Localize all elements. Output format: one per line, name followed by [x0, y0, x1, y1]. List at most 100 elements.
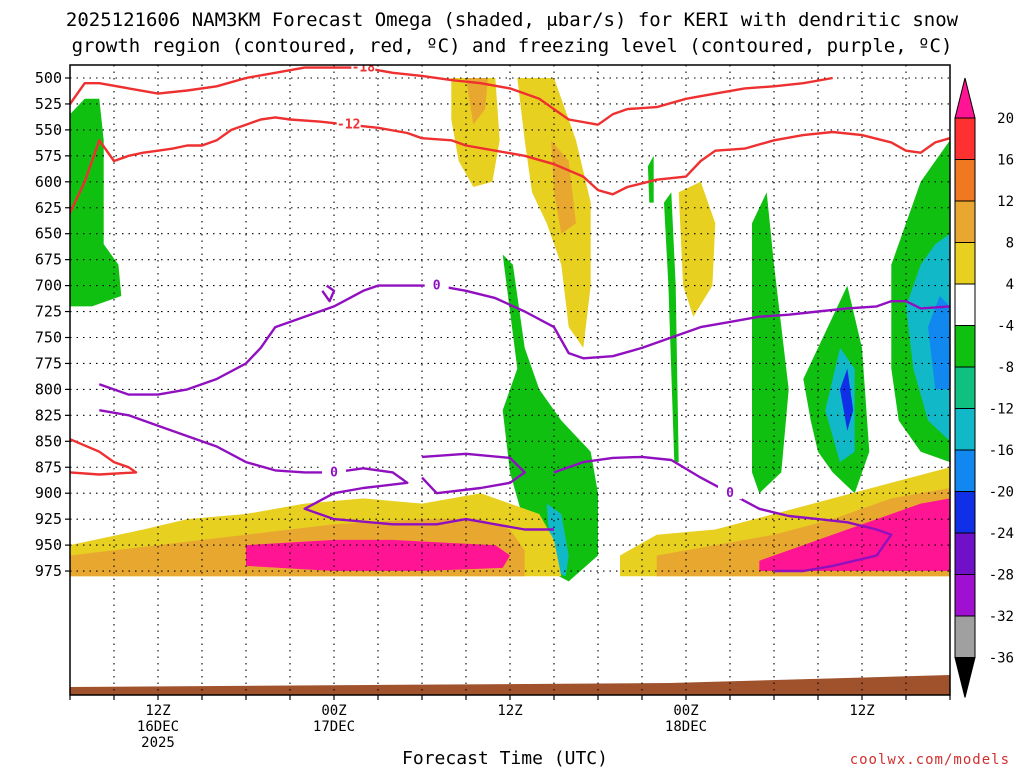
y-tick-label: 675 [35, 251, 62, 269]
colorbar-swatch [954, 532, 976, 575]
x-tick-label: 18DEC [665, 719, 707, 735]
contour-freezing-level [98, 284, 950, 396]
y-tick-label: 625 [35, 199, 62, 217]
omega-region-rising-thin-strip-18dec [647, 155, 654, 203]
contour-freezing-level-west [553, 455, 893, 573]
contour-label-freezing-level-low: 0 [330, 465, 338, 480]
colorbar-swatch [954, 574, 976, 617]
y-tick-label: 825 [35, 406, 62, 424]
colorbar-label: -20 [989, 485, 1014, 501]
contour-dendritic-minus-18 [70, 66, 833, 126]
colorbar-swatch [954, 366, 976, 409]
contour-layer: -12 -18 0 0 0 [70, 61, 950, 573]
contour-label-bg [351, 65, 376, 74]
y-tick-label: 650 [35, 225, 62, 243]
omega-region-sinking-column-18dec [678, 181, 716, 317]
contour-freezing-loop-south [421, 452, 526, 495]
contour-dendritic-low-edge [70, 438, 138, 476]
omega-region-sinking-upper-plume-17dec [451, 78, 500, 187]
x-tick-label: 12Z [497, 703, 522, 719]
omega-region-rising-east-edge-center [928, 296, 950, 390]
colorbar-label: 16 [997, 153, 1014, 169]
colorbar-top-cap [954, 77, 976, 119]
colorbar-label: 8 [1006, 236, 1014, 252]
omega-region-sinking-upper-plume-17dec-core [466, 78, 488, 125]
colorbar-label: -16 [989, 443, 1014, 459]
colorbar-swatch [954, 449, 976, 492]
colorbar-bottom-cap [954, 657, 976, 698]
colorbar-label: 12 [997, 194, 1014, 210]
omega-shading-layer [70, 78, 950, 582]
contour-label-dendritic-minus-18: -18 [352, 61, 376, 76]
colorbar-swatch [954, 242, 976, 285]
colorbar-label: -12 [989, 402, 1014, 418]
y-tick-label: 525 [35, 95, 62, 113]
y-tick-label: 500 [35, 69, 62, 87]
grid-layer [70, 65, 950, 695]
omega-region-rising-core-midday-17dec [502, 254, 598, 582]
ground-layer [70, 675, 950, 695]
contour-label-bg [322, 464, 346, 479]
contour-label-freezing-level-west: 0 [726, 486, 734, 501]
x-tick-label: 12Z [849, 703, 874, 719]
colorbar-swatch [954, 117, 976, 160]
colorbar-swatch [954, 200, 976, 243]
x-tick-label: 2025 [141, 735, 175, 751]
x-tick-label: 12Z [145, 703, 170, 719]
colorbar-label: -4 [997, 319, 1014, 335]
y-tick-label: 725 [35, 303, 62, 321]
contour-label-bg [424, 277, 449, 292]
colorbar-label: -32 [989, 609, 1014, 625]
omega-region-sinking-low-level-18dec-core2 [759, 498, 950, 571]
colorbar-label: 20 [997, 111, 1014, 127]
y-tick-label: 900 [35, 484, 62, 502]
y-tick-label: 950 [35, 536, 62, 554]
chart-title-line-1: 2025121606 NAM3KM Forecast Omega (shaded… [66, 9, 959, 31]
omega-region-rising-strip-17-18dec [664, 192, 679, 463]
contour-freezing-loop-west [321, 284, 336, 303]
omega-region-rising-core-18dec-afternoon-center [840, 368, 854, 431]
y-tick-label: 550 [35, 121, 62, 139]
y-tick-label: 600 [35, 173, 62, 191]
y-tick-label: 850 [35, 432, 62, 450]
x-axis-label: Forecast Time (UTC) [402, 748, 608, 768]
colorbar-swatch [954, 491, 976, 534]
contour-label-bg [336, 116, 361, 131]
omega-region-sinking-column-17dec-pm [517, 78, 591, 348]
credit-text: coolwx.com/models [850, 752, 1010, 768]
contour-label-bg [718, 485, 742, 500]
colorbar-swatch [954, 159, 976, 202]
colorbar-swatch [954, 408, 976, 451]
y-tick-label: 700 [35, 277, 62, 295]
y-tick-label: 775 [35, 354, 62, 372]
colorbar: 20 16 12 8 4 -4 -8 -12 -16 -20 -24 -28 -32 -36 [954, 77, 1014, 698]
omega-region-dendritic-layer-rising-west [70, 98, 122, 307]
contour-label-freezing-level: 0 [433, 279, 441, 294]
ground-terrain [70, 675, 950, 695]
contour-label-dendritic-minus-12: -12 [337, 118, 360, 133]
colorbar-label: 4 [1006, 277, 1014, 293]
x-tick-label: 17DEC [313, 719, 355, 735]
y-tick-label: 750 [35, 329, 62, 347]
y-tick-label: 925 [35, 510, 62, 528]
y-axis: 500 525 550 575 600 625 650 675 700 725 750 775 800 8… [35, 69, 70, 580]
colorbar-label: -24 [989, 526, 1014, 542]
colorbar-swatch [954, 615, 976, 658]
omega-region-sinking-low-level-17dec-core2 [246, 539, 510, 571]
y-tick-label: 800 [35, 380, 62, 398]
colorbar-label: -8 [997, 360, 1014, 376]
omega-region-rising-core-18dec-12z [752, 192, 789, 494]
chart-title-line-2: growth region (contoured, red, ºC) and f… [72, 35, 953, 57]
colorbar-label: -36 [989, 651, 1014, 667]
contour-freezing-level-low [99, 409, 554, 531]
x-tick-label: 00Z [673, 703, 698, 719]
x-tick-label: 16DEC [137, 719, 179, 735]
colorbar-label: -28 [989, 568, 1014, 584]
omega-region-sinking-column-17dec-pm-core [551, 140, 576, 234]
x-tick-label: 00Z [321, 703, 346, 719]
colorbar-swatch [954, 283, 976, 326]
y-tick-label: 975 [35, 562, 62, 580]
contour-dendritic-minus-12 [70, 116, 950, 214]
